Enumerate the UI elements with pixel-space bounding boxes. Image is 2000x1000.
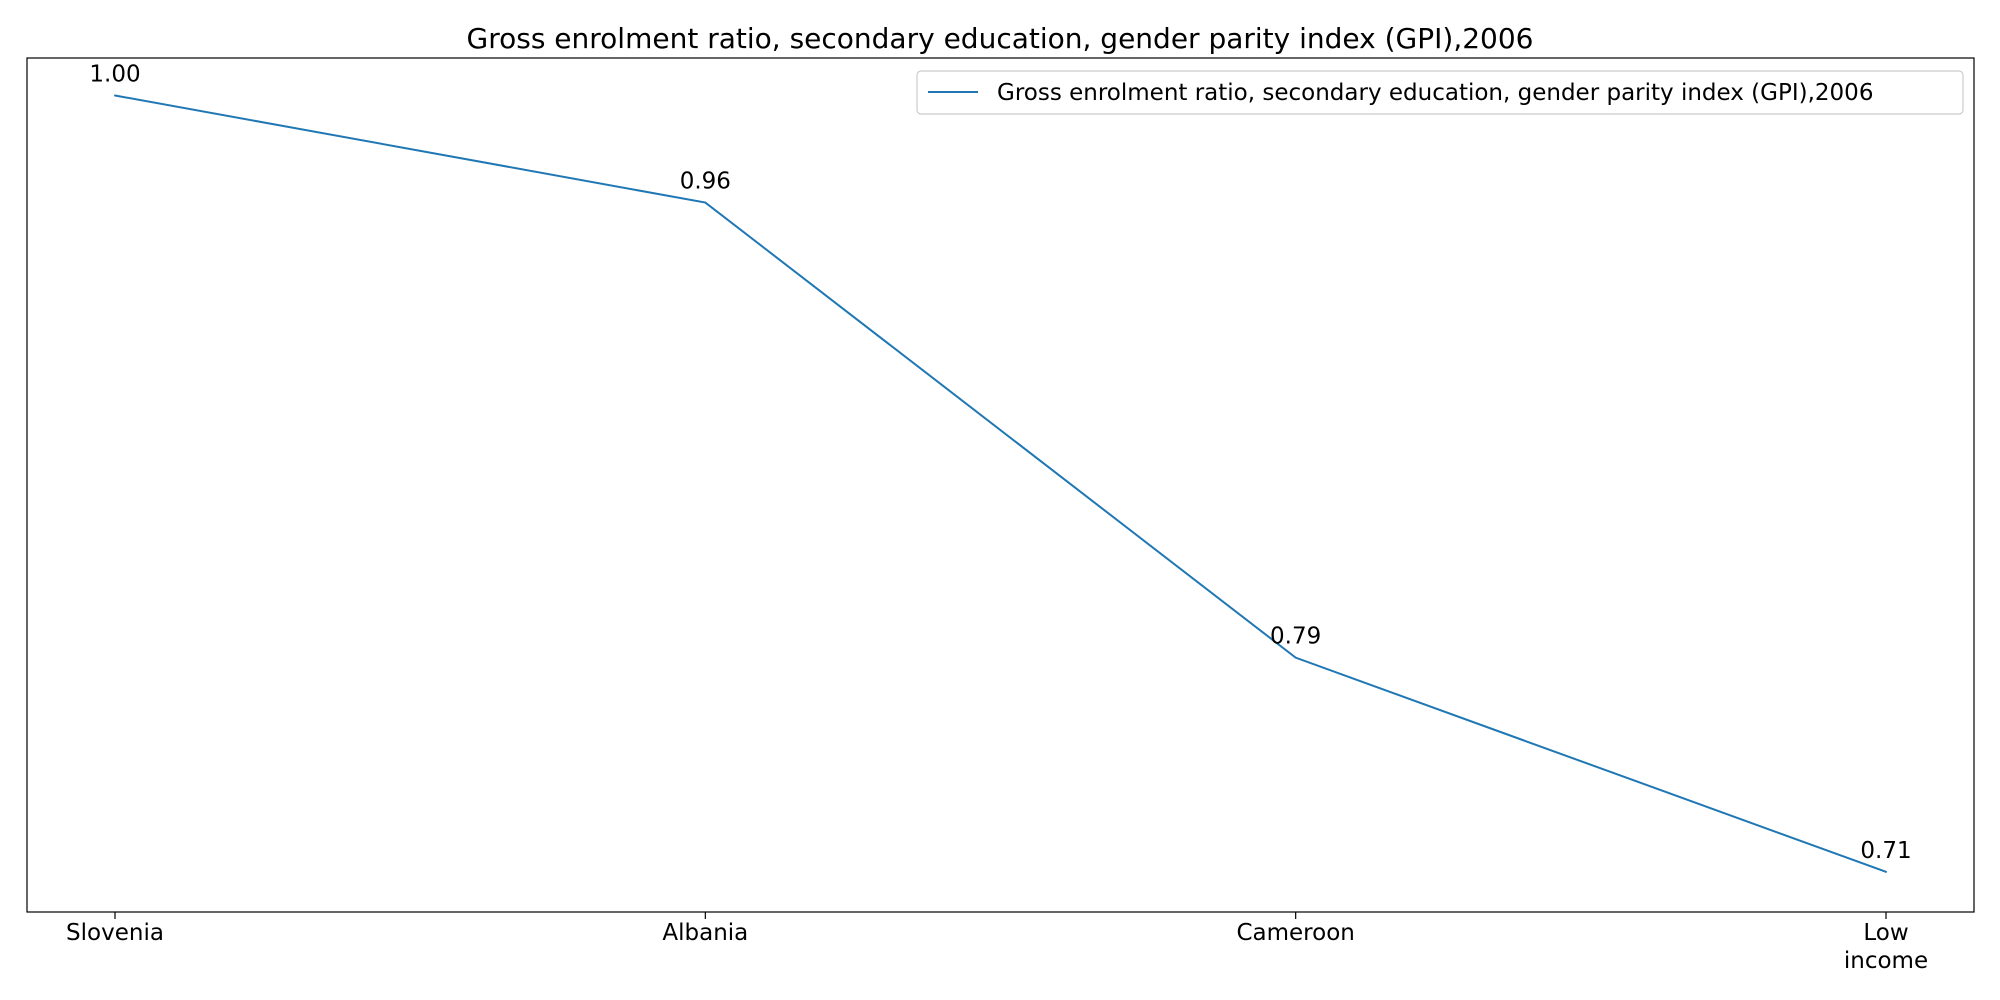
data-point xyxy=(1885,870,1887,873)
x-tick-label: Low income xyxy=(1844,920,1928,974)
data-label: 1.00 xyxy=(89,61,140,87)
data-label: 0.96 xyxy=(680,169,731,195)
data-point xyxy=(114,94,116,97)
x-tick-label: Slovenia xyxy=(66,920,164,946)
data-point xyxy=(1294,656,1297,659)
x-tick-label: Albania xyxy=(662,920,748,946)
series-layer: 1.00 0.96 0.79 0.71 xyxy=(89,61,1912,873)
x-tick-label: Cameroon xyxy=(1236,920,1354,946)
chart-title: Gross enrolment ratio, secondary educati… xyxy=(467,22,1534,55)
plot-frame xyxy=(26,57,1975,913)
legend-box xyxy=(916,70,1964,115)
x-axis-ticks: Slovenia Albania Cameroon Low income xyxy=(66,912,1928,974)
legend: Gross enrolment ratio, secondary educati… xyxy=(916,70,1964,115)
data-point xyxy=(704,201,707,204)
series-line xyxy=(114,94,1887,873)
data-label: 0.71 xyxy=(1860,838,1911,864)
data-label: 0.79 xyxy=(1270,624,1321,650)
legend-entry: Gross enrolment ratio, secondary educati… xyxy=(997,80,1873,106)
